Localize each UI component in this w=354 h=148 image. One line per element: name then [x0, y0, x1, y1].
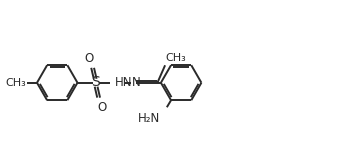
Text: S: S: [91, 75, 100, 89]
Text: HN: HN: [115, 76, 132, 89]
Text: H₂N: H₂N: [138, 112, 160, 125]
Text: CH₃: CH₃: [165, 53, 186, 63]
Text: N: N: [132, 76, 141, 89]
Text: O: O: [85, 52, 94, 65]
Text: O: O: [97, 100, 107, 114]
Text: CH₃: CH₃: [5, 78, 26, 88]
